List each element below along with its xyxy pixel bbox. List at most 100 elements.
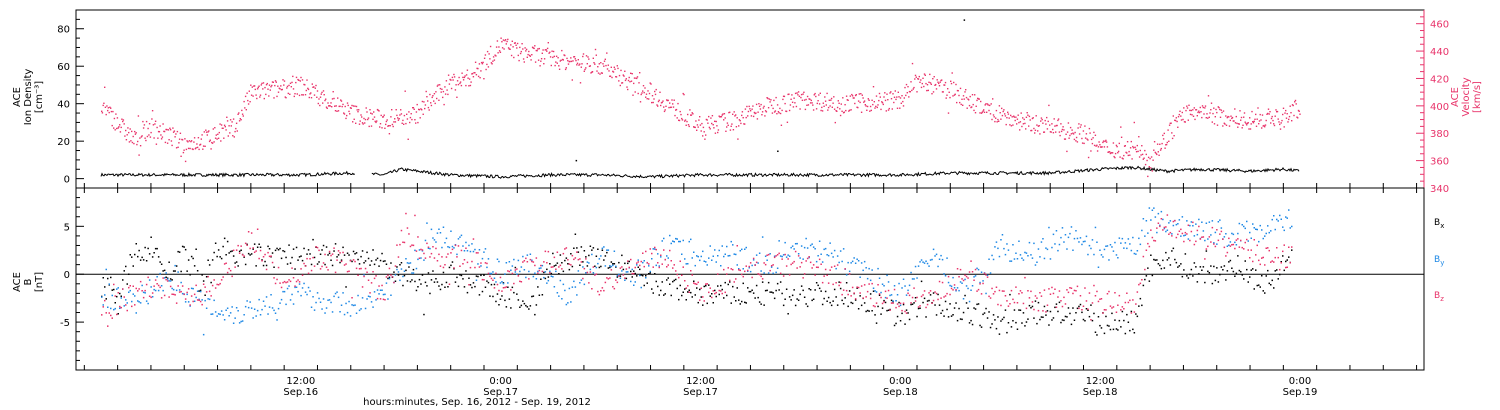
velocity-point xyxy=(1165,143,1168,146)
velocity-point xyxy=(106,105,108,107)
bz-point xyxy=(316,246,319,249)
bz-point xyxy=(998,289,1001,292)
bz-point xyxy=(562,252,565,255)
bx-point xyxy=(594,265,596,267)
by-point xyxy=(1133,252,1136,255)
bz-point xyxy=(1117,304,1119,306)
velocity-point xyxy=(227,135,229,137)
velocity-point xyxy=(1222,110,1225,112)
by-point xyxy=(107,306,109,308)
by-point xyxy=(636,264,638,266)
bz-point xyxy=(618,275,620,277)
velocity-point xyxy=(502,39,505,41)
velocity-point xyxy=(994,120,996,123)
velocity-point xyxy=(798,95,801,97)
velocity-point xyxy=(807,104,810,106)
velocity-point xyxy=(118,126,120,128)
by-point xyxy=(195,296,197,299)
bx-point xyxy=(1165,251,1167,254)
velocity-point xyxy=(301,79,304,81)
velocity-point xyxy=(799,108,801,110)
by-point xyxy=(615,265,617,268)
velocity-point xyxy=(744,123,746,125)
velocity-point xyxy=(986,111,988,113)
bz-point xyxy=(1228,237,1230,240)
velocity-point xyxy=(1066,131,1069,133)
bx-point xyxy=(135,243,137,245)
bx-point xyxy=(956,319,959,322)
velocity-point xyxy=(582,55,584,58)
velocity-point xyxy=(449,78,451,81)
bz-point xyxy=(207,275,209,278)
velocity-point xyxy=(301,94,303,96)
velocity-point xyxy=(262,88,264,90)
by-point xyxy=(905,294,908,296)
velocity-point xyxy=(814,92,816,95)
bz-point xyxy=(232,249,235,252)
bx-point xyxy=(346,252,349,254)
by-point xyxy=(857,260,860,262)
by-point xyxy=(381,289,383,291)
by-point xyxy=(749,270,752,273)
bz-point xyxy=(229,269,232,272)
bx-point xyxy=(358,263,361,265)
velocity-point xyxy=(973,109,975,112)
velocity-point xyxy=(905,83,908,86)
bx-point xyxy=(421,274,424,276)
velocity-point xyxy=(1007,113,1010,115)
bx-point xyxy=(1190,268,1193,271)
velocity-point xyxy=(887,99,889,101)
bx-point xyxy=(213,251,215,254)
velocity-point xyxy=(1046,116,1048,119)
velocity-point xyxy=(1252,122,1255,124)
velocity-point xyxy=(1051,123,1053,125)
bx-point xyxy=(360,255,362,258)
by-point xyxy=(1003,247,1005,250)
velocity-point xyxy=(571,79,573,81)
velocity-point xyxy=(836,106,839,109)
velocity-point xyxy=(226,116,228,118)
by-point xyxy=(432,237,434,239)
velocity-point xyxy=(875,95,878,97)
bz-point xyxy=(773,256,776,259)
bx-point xyxy=(928,299,930,302)
velocity-point xyxy=(159,125,161,127)
bx-point xyxy=(1028,304,1031,307)
velocity-point xyxy=(450,87,453,90)
velocity-point xyxy=(950,80,952,82)
by-point xyxy=(619,277,622,279)
bx-point xyxy=(898,301,900,304)
by-point xyxy=(836,255,839,257)
bx-point xyxy=(706,302,708,305)
by-point xyxy=(1129,243,1131,245)
bx-point xyxy=(553,265,556,267)
by-point xyxy=(469,250,472,253)
velocity-point xyxy=(1249,128,1252,130)
velocity-point xyxy=(956,101,958,104)
bz-point xyxy=(526,261,529,263)
velocity-point xyxy=(1298,110,1300,112)
bx-point xyxy=(817,284,819,287)
velocity-point xyxy=(964,91,966,93)
by-point xyxy=(621,270,623,272)
velocity-point xyxy=(359,120,361,122)
velocity-point xyxy=(992,98,994,100)
velocity-point xyxy=(427,100,429,102)
velocity-point xyxy=(196,146,199,149)
bz-point xyxy=(856,286,858,288)
bx-point xyxy=(520,304,523,307)
velocity-point xyxy=(468,85,470,87)
velocity-point xyxy=(243,100,245,103)
bx-point xyxy=(1174,258,1176,261)
bz-point xyxy=(405,212,407,215)
velocity-point xyxy=(818,94,820,96)
velocity-point xyxy=(987,104,989,106)
by-point xyxy=(1223,236,1226,238)
bx-point xyxy=(818,287,821,290)
velocity-point xyxy=(678,119,680,121)
velocity-point xyxy=(226,120,229,122)
velocity-point xyxy=(343,112,345,114)
bz-point xyxy=(550,266,553,268)
bx-point xyxy=(345,286,347,288)
velocity-point xyxy=(1234,108,1236,110)
